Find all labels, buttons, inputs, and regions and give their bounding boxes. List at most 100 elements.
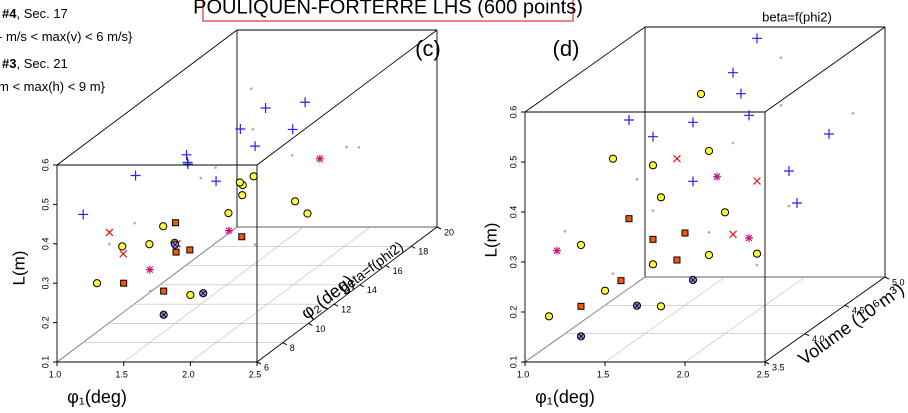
point: [713, 172, 721, 181]
plus: [130, 170, 141, 181]
point: [300, 97, 311, 108]
y-tick-label: 16: [393, 266, 403, 276]
grid-line: [604, 276, 726, 363]
x-tick-label: 2.5: [249, 369, 262, 379]
grid-line: [684, 276, 806, 363]
y-tick: [308, 322, 313, 326]
plus: [182, 157, 193, 168]
z-tick-label: 0.6: [40, 159, 50, 172]
note: m < max(h) < 9 m}: [0, 79, 106, 94]
point: [249, 87, 253, 90]
point: [656, 193, 666, 202]
y-tick: [844, 304, 850, 308]
note-text: , Sec. 21: [16, 56, 67, 71]
star: [224, 226, 233, 235]
star: [315, 154, 324, 163]
dot: [787, 204, 791, 208]
point: [357, 146, 361, 149]
cross: [119, 249, 128, 258]
z-tick-label: 0.3: [508, 256, 518, 269]
z-tick-label: 0.6: [508, 106, 518, 119]
square: [172, 248, 180, 256]
point: [145, 240, 154, 249]
circle: [656, 193, 666, 202]
dot: [731, 141, 735, 145]
y-tick-label: 4.5: [852, 306, 865, 316]
square: [617, 277, 625, 285]
point: [707, 231, 711, 234]
point: [130, 170, 141, 181]
point: [235, 124, 246, 135]
plus: [688, 117, 698, 128]
dot: [611, 272, 615, 275]
plus: [624, 115, 634, 125]
x-tick-label: 2.0: [677, 369, 690, 379]
point: [656, 302, 666, 311]
circle: [720, 208, 730, 217]
point: [145, 265, 154, 274]
point: [172, 219, 180, 227]
point: [182, 157, 193, 168]
y-tick-label: 14: [367, 285, 377, 295]
point: [611, 272, 615, 275]
point: [287, 124, 298, 135]
point: [632, 301, 642, 310]
point: [108, 242, 111, 246]
box-edge: [56, 29, 238, 166]
star: [745, 234, 753, 242]
point: [648, 131, 658, 142]
dot: [851, 112, 855, 115]
circle: [576, 240, 586, 250]
y-tick-label: 10: [315, 324, 325, 334]
y-tick: [385, 265, 390, 269]
note-text: - m/s < max(v) < 6 m/s}: [0, 29, 133, 44]
x-tick-label: 1.0: [49, 369, 62, 379]
square: [625, 215, 633, 223]
point: [224, 226, 233, 235]
point: [624, 115, 634, 125]
point: [648, 260, 658, 269]
point: [159, 310, 168, 319]
point: [720, 208, 730, 217]
y-tick-label: 4.0: [812, 334, 825, 344]
circle: [145, 240, 154, 249]
point: [149, 289, 152, 293]
y-tick: [256, 361, 262, 365]
star: [145, 265, 154, 274]
circle: [704, 250, 714, 260]
point: [576, 332, 586, 341]
point: [673, 154, 681, 163]
point: [345, 145, 348, 149]
y-tick-label: 12: [341, 305, 351, 315]
point: [159, 222, 168, 231]
plus: [792, 198, 802, 208]
plus: [688, 176, 698, 187]
point: [238, 191, 247, 200]
cross: [105, 228, 114, 237]
point: [779, 104, 783, 107]
note: #4, Sec. 17: [2, 6, 68, 21]
grid-line: [190, 226, 371, 363]
circle: [544, 312, 554, 321]
circle: [752, 249, 762, 258]
y-tick: [436, 226, 442, 230]
circle: [224, 209, 233, 218]
cross: [578, 333, 584, 340]
plus: [250, 141, 261, 152]
point: [118, 242, 127, 251]
point: [681, 229, 689, 237]
dot: [290, 153, 294, 157]
square: [172, 219, 180, 227]
point: [199, 176, 203, 180]
point: [563, 230, 567, 233]
plus: [181, 149, 192, 160]
plus: [78, 209, 89, 220]
plus: [260, 102, 271, 113]
point: [199, 289, 208, 298]
point: [696, 89, 706, 99]
point: [648, 161, 658, 170]
z-tick-label: 0.5: [40, 198, 50, 211]
circle: [186, 290, 195, 300]
point: [553, 246, 561, 255]
y-tick: [884, 276, 890, 280]
